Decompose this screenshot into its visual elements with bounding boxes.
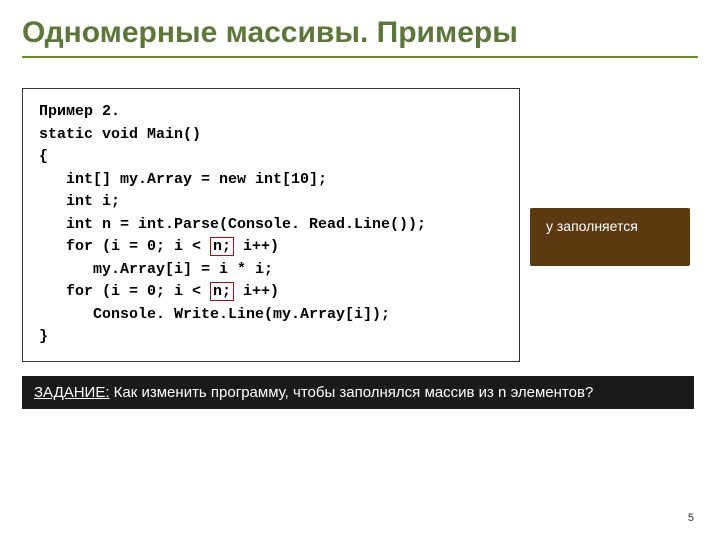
title-underline [22, 56, 698, 58]
code-line: i++) [234, 283, 279, 300]
code-line: Пример 2. [39, 103, 120, 120]
page-number: 5 [688, 512, 694, 524]
slide-title: Одномерные массивы. Примеры [22, 16, 698, 50]
code-line: { [39, 148, 48, 165]
callout-box: у заполняется [530, 208, 690, 266]
code-line: for (i = 0; i < [39, 238, 210, 255]
code-highlight: n; [210, 282, 234, 301]
code-line: for (i = 0; i < [39, 283, 210, 300]
code-line: static void Main() [39, 126, 201, 143]
code-highlight: n; [210, 237, 234, 256]
code-line: int n = int.Parse(Console. Read.Line()); [39, 216, 426, 233]
code-line: Console. Write.Line(my.Array[i]); [39, 306, 390, 323]
task-label: ЗАДАНИЕ: [34, 384, 110, 401]
code-line: int i; [39, 193, 120, 210]
callout-text: у заполняется [546, 218, 638, 234]
task-box: ЗАДАНИЕ: Как изменить программу, чтобы з… [22, 376, 694, 409]
code-line: int[] my.Array = new int[10]; [39, 171, 327, 188]
code-line: i++) [234, 238, 279, 255]
code-line: } [39, 328, 48, 345]
code-line: my.Array[i] = i * i; [39, 261, 273, 278]
task-text: Как изменить программу, чтобы заполнялся… [110, 384, 594, 401]
content-area: у заполняется Пример 2. static void Main… [22, 88, 698, 409]
code-box: Пример 2. static void Main() { int[] my.… [22, 88, 520, 362]
